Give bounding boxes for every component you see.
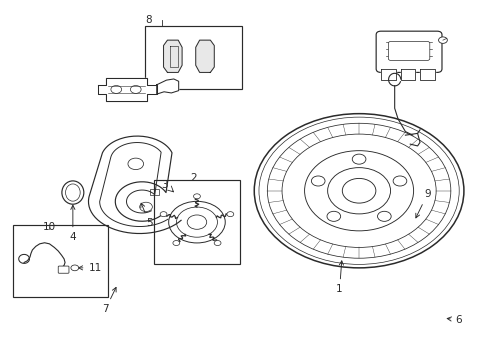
Bar	[144, 26, 242, 89]
Text: 7: 7	[102, 287, 116, 314]
Bar	[154, 180, 239, 264]
Polygon shape	[195, 40, 214, 72]
Circle shape	[438, 37, 447, 43]
Text: 6: 6	[447, 315, 462, 325]
Text: 2: 2	[190, 173, 196, 183]
Text: 5: 5	[141, 203, 152, 228]
Polygon shape	[98, 78, 157, 101]
Text: 1: 1	[336, 261, 343, 294]
Circle shape	[160, 212, 166, 217]
FancyBboxPatch shape	[387, 41, 429, 60]
FancyBboxPatch shape	[105, 78, 147, 101]
Polygon shape	[157, 79, 178, 94]
Circle shape	[193, 194, 200, 199]
Circle shape	[351, 154, 365, 164]
Text: 4: 4	[69, 205, 76, 242]
Circle shape	[214, 240, 221, 246]
FancyBboxPatch shape	[58, 266, 69, 273]
Polygon shape	[163, 40, 182, 72]
Bar	[13, 225, 108, 297]
Text: 3: 3	[161, 180, 168, 190]
Polygon shape	[380, 69, 395, 80]
Text: 9: 9	[415, 189, 430, 218]
Circle shape	[326, 211, 340, 221]
FancyBboxPatch shape	[375, 31, 441, 72]
Circle shape	[377, 211, 390, 221]
Bar	[150, 189, 158, 195]
Circle shape	[226, 212, 233, 217]
Circle shape	[392, 176, 406, 186]
Text: 8: 8	[145, 15, 151, 26]
Circle shape	[311, 176, 325, 186]
Polygon shape	[400, 69, 414, 80]
Circle shape	[187, 215, 206, 229]
Circle shape	[342, 179, 375, 203]
Polygon shape	[419, 69, 434, 80]
Circle shape	[173, 240, 180, 246]
Circle shape	[71, 265, 79, 271]
Text: 11: 11	[79, 263, 102, 273]
Text: 10: 10	[43, 222, 56, 231]
